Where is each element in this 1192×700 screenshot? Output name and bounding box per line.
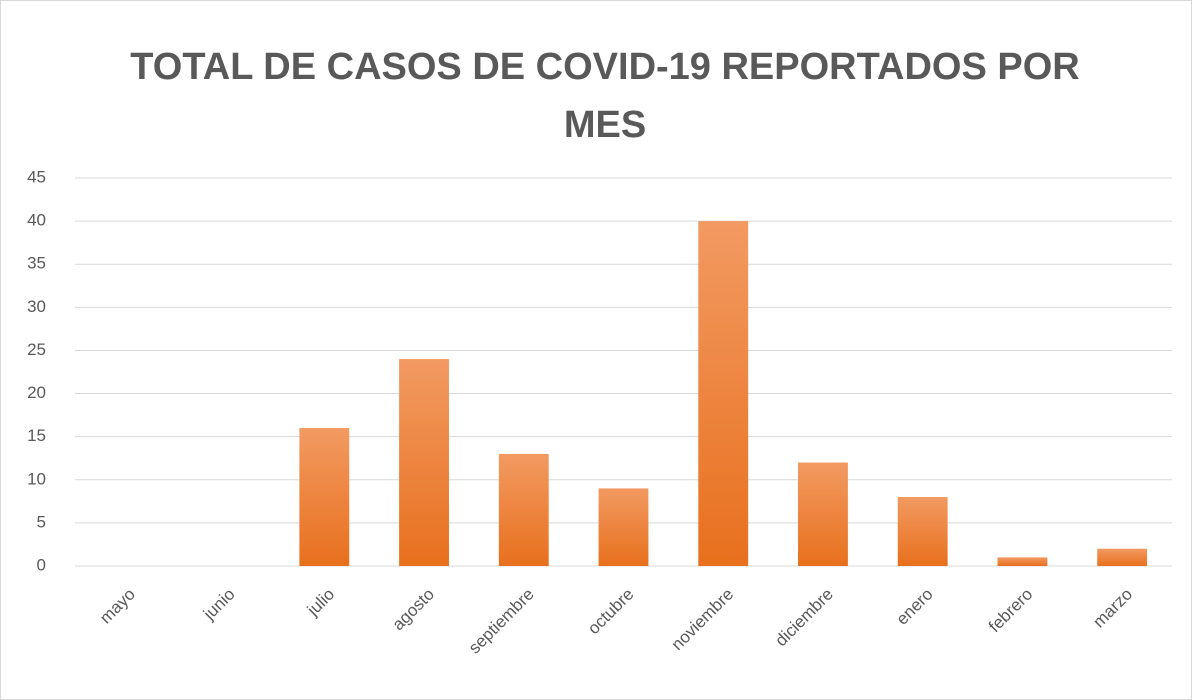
y-tick-label: 0 [37, 555, 46, 574]
y-tick-label: 20 [27, 383, 46, 402]
y-tick-label: 15 [27, 426, 46, 445]
bar [798, 462, 848, 566]
y-tick-label: 30 [27, 297, 46, 316]
bar [399, 359, 449, 566]
bar [299, 428, 350, 566]
y-tick-label: 5 [37, 512, 46, 531]
bar [897, 497, 948, 566]
bar [1097, 548, 1148, 566]
y-tick-label: 10 [27, 469, 46, 488]
bar [997, 557, 1048, 566]
y-tick-label: 40 [27, 211, 46, 230]
bar [498, 453, 549, 566]
bar [698, 221, 749, 566]
y-tick-label: 45 [27, 167, 46, 186]
bar [598, 488, 649, 566]
y-tick-label: 35 [27, 254, 46, 273]
chart-title: TOTAL DE CASOS DE COVID-19 REPORTADOS PO… [130, 46, 1080, 146]
y-tick-label: 25 [27, 340, 46, 359]
